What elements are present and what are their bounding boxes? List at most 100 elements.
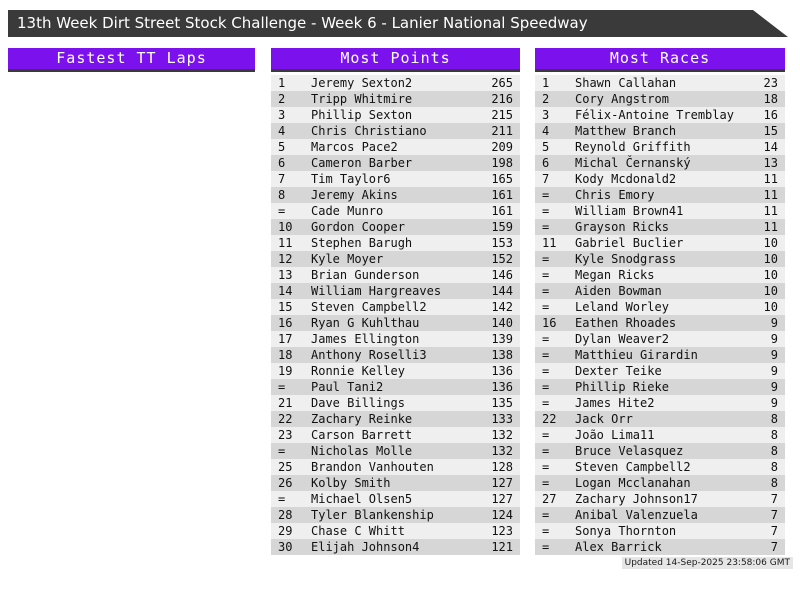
row-rank: = xyxy=(542,428,550,442)
table-row: = Leland Worley 10 xyxy=(535,299,785,315)
row-rank: 29 xyxy=(278,524,293,538)
table-row: 11 Stephen Barugh 153 xyxy=(271,235,520,251)
row-rank: = xyxy=(542,476,550,490)
row-rank: = xyxy=(542,332,550,346)
row-name: Dave Billings xyxy=(311,396,405,410)
row-value: 140 xyxy=(491,316,513,330)
row-rank: 4 xyxy=(542,124,550,138)
table-row: 11 Gabriel Buclier 10 xyxy=(535,235,785,251)
table-row: 29 Chase C Whitt 123 xyxy=(271,523,520,539)
table-row: = Chris Emory 11 xyxy=(535,187,785,203)
row-value: 7 xyxy=(770,540,778,554)
table-row: 19 Ronnie Kelley 136 xyxy=(271,363,520,379)
row-value: 9 xyxy=(770,380,778,394)
row-value: 8 xyxy=(770,428,778,442)
table-row: 25 Brandon Vanhouten 128 xyxy=(271,459,520,475)
row-name: Leland Worley xyxy=(575,300,669,314)
row-value: 10 xyxy=(763,268,778,282)
row-value: 132 xyxy=(491,444,513,458)
row-name: Tim Taylor6 xyxy=(311,172,391,186)
row-name: Ryan G Kuhlthau xyxy=(311,316,420,330)
row-value: 8 xyxy=(770,476,778,490)
row-name: Jeremy Akins xyxy=(311,188,398,202)
row-rank: 1 xyxy=(542,76,550,90)
table-row: = Aiden Bowman 10 xyxy=(535,283,785,299)
row-name: Brian Gunderson xyxy=(311,268,420,282)
row-name: Chris Emory xyxy=(575,188,655,202)
row-rank: = xyxy=(542,220,550,234)
table-row: = Logan Mcclanahan 8 xyxy=(535,475,785,491)
row-name: Cory Angstrom xyxy=(575,92,669,106)
table-row: 3 Phillip Sexton 215 xyxy=(271,107,520,123)
row-value: 138 xyxy=(491,348,513,362)
table-row: = Bruce Velasquez 8 xyxy=(535,443,785,459)
row-name: Tripp Whitmire xyxy=(311,92,413,106)
row-rank: 4 xyxy=(278,124,286,138)
row-value: 9 xyxy=(770,396,778,410)
table-row: 3 Félix-Antoine Tremblay 16 xyxy=(535,107,785,123)
row-rank: = xyxy=(542,300,550,314)
table-row: = Nicholas Molle 132 xyxy=(271,443,520,459)
row-value: 8 xyxy=(770,412,778,426)
row-value: 198 xyxy=(491,156,513,170)
row-rank: 26 xyxy=(278,476,293,490)
row-value: 139 xyxy=(491,332,513,346)
table-row: 5 Marcos Pace2 209 xyxy=(271,139,520,155)
table-row: 4 Matthew Branch 15 xyxy=(535,123,785,139)
row-name: Kody Mcdonald2 xyxy=(575,172,677,186)
row-rank: 16 xyxy=(278,316,293,330)
row-rank: 6 xyxy=(278,156,286,170)
row-name: Elijah Johnson4 xyxy=(311,540,420,554)
row-name: William Hargreaves xyxy=(311,284,442,298)
table-row: = Anibal Valenzuela 7 xyxy=(535,507,785,523)
row-rank: = xyxy=(542,204,550,218)
row-value: 9 xyxy=(770,364,778,378)
row-name: Steven Campbell2 xyxy=(575,460,691,474)
row-rank: 30 xyxy=(278,540,293,554)
row-value: 7 xyxy=(770,492,778,506)
row-name: Kyle Snodgrass xyxy=(575,252,677,266)
row-value: 8 xyxy=(770,444,778,458)
most-points-section: Most Points 1 Jeremy Sexton2 265 2 Tripp Whi… xyxy=(271,48,520,555)
row-name: Carson Barrett xyxy=(311,428,413,442)
most-races-section: Most Races 1 Shawn Callahan 23 2 Cory Angstr… xyxy=(535,48,785,555)
row-name: Kolby Smith xyxy=(311,476,391,490)
row-value: 216 xyxy=(491,92,513,106)
row-rank: 5 xyxy=(278,140,286,154)
row-name: Michal Černanský xyxy=(575,156,691,170)
row-value: 128 xyxy=(491,460,513,474)
row-name: Dexter Teike xyxy=(575,364,662,378)
row-value: 10 xyxy=(763,236,778,250)
table-row: 28 Tyler Blankenship 124 xyxy=(271,507,520,523)
row-rank: = xyxy=(542,540,550,554)
table-row: 6 Cameron Barber 198 xyxy=(271,155,520,171)
row-name: Grayson Ricks xyxy=(575,220,669,234)
table-row: 30 Elijah Johnson4 121 xyxy=(271,539,520,555)
row-rank: 18 xyxy=(278,348,293,362)
table-row: 1 Jeremy Sexton2 265 xyxy=(271,75,520,91)
row-value: 127 xyxy=(491,492,513,506)
table-row: 7 Tim Taylor6 165 xyxy=(271,171,520,187)
row-name: Félix-Antoine Tremblay xyxy=(575,108,734,122)
table-row: 4 Chris Christiano 211 xyxy=(271,123,520,139)
row-value: 16 xyxy=(763,108,778,122)
row-value: 121 xyxy=(491,540,513,554)
row-name: Zachary Johnson17 xyxy=(575,492,698,506)
row-value: 10 xyxy=(763,300,778,314)
row-rank: 10 xyxy=(278,220,293,234)
row-rank: = xyxy=(542,364,550,378)
row-rank: = xyxy=(542,396,550,410)
most-points-rows: 1 Jeremy Sexton2 265 2 Tripp Whitmire 216 3 Phi… xyxy=(271,75,520,555)
table-row: 17 James Ellington 139 xyxy=(271,331,520,347)
row-rank: = xyxy=(542,380,550,394)
row-rank: = xyxy=(278,492,286,506)
row-value: 142 xyxy=(491,300,513,314)
row-rank: 7 xyxy=(542,172,550,186)
row-name: Steven Campbell2 xyxy=(311,300,427,314)
row-name: Reynold Griffith xyxy=(575,140,691,154)
row-name: Cameron Barber xyxy=(311,156,413,170)
row-name: Matthew Branch xyxy=(575,124,677,138)
row-value: 11 xyxy=(763,172,778,186)
row-rank: 22 xyxy=(542,412,557,426)
row-rank: = xyxy=(542,268,550,282)
